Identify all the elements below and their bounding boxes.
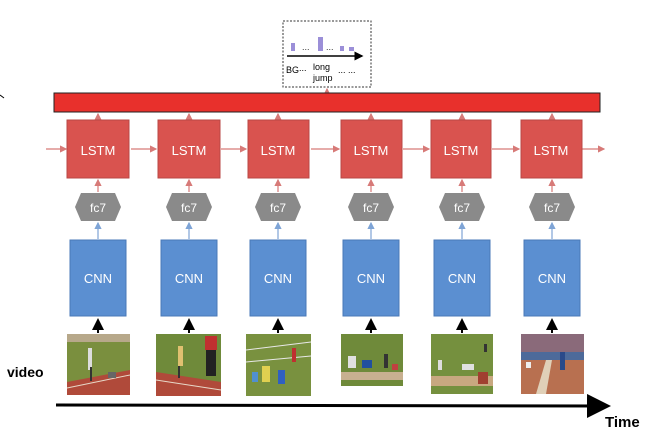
video-frame [521,334,584,394]
lstm-label: LSTM [81,143,116,158]
fc7-node [255,193,301,221]
fc7-label: fc7 [544,201,560,215]
timestep-6: LSTM fc7 CNN [520,112,584,394]
cnn-label: CNN [175,271,203,286]
cnn-label: CNN [538,271,566,286]
video-frame [245,334,312,396]
cnn-block [342,239,400,317]
cnn-label: CNN [357,271,385,286]
fc7-label: fc7 [181,201,197,215]
inset-class-line2: jump [312,73,333,83]
timestep-3: LSTM fc7 CNN [245,112,312,396]
cnn-block [433,239,491,317]
inset-class-line1: long [313,62,330,72]
cnn-block [249,239,307,317]
lstm-cell [247,119,310,179]
inset-bg-label: BG [286,65,299,75]
histogram-bar [349,47,354,51]
timestep-2: LSTM fc7 CNN [155,112,222,396]
lstm-cell [66,119,130,179]
lstm-label: LSTM [261,143,296,158]
timestep-4: LSTM fc7 CNN [340,112,403,386]
histogram-dots: ... [326,42,334,52]
time-label: Time [605,414,640,431]
fc7-label: fc7 [363,201,379,215]
output-bar [53,92,601,113]
fc7-node [439,193,485,221]
lstm-cell [340,119,403,179]
lstm-label: LSTM [444,143,479,158]
video-frame [66,334,131,395]
timestep-5: LSTM fc7 CNN [430,112,493,394]
lstm-cell [430,119,492,179]
timestep-1: LSTM fc7 CNN [66,112,131,395]
fc7-node [166,193,212,221]
cnn-label: CNN [84,271,112,286]
lstm-label: LSTM [172,143,207,158]
lstm-label: LSTM [354,143,389,158]
lstm-cell [157,119,221,179]
histogram-bar [340,46,344,51]
inset-dots: ... [299,63,307,73]
fc7-node [529,193,575,221]
histogram-dots: ... [302,42,310,52]
output-inset: ... ... BG ... long jump ... ... [282,20,372,88]
fc7-label: fc7 [90,201,106,215]
cnn-block [160,239,218,317]
video-frame [155,334,222,396]
inset-dots: ... ... [338,65,356,75]
edge-arrow [0,94,5,99]
fc7-node [75,193,121,221]
fc7-node [348,193,394,221]
cnn-block [69,239,127,317]
fc7-label: fc7 [270,201,286,215]
cnn-label: CNN [264,271,292,286]
cnn-block [523,239,581,317]
fc7-label: fc7 [454,201,470,215]
lstm-cell [520,119,583,179]
video-frame [341,334,403,386]
time-axis [55,393,611,418]
histogram-bar [318,37,323,51]
lstm-label: LSTM [534,143,569,158]
histogram-bar [291,43,295,51]
video-label: video [7,364,44,380]
cnn-label: CNN [448,271,476,286]
video-frame [431,334,493,394]
